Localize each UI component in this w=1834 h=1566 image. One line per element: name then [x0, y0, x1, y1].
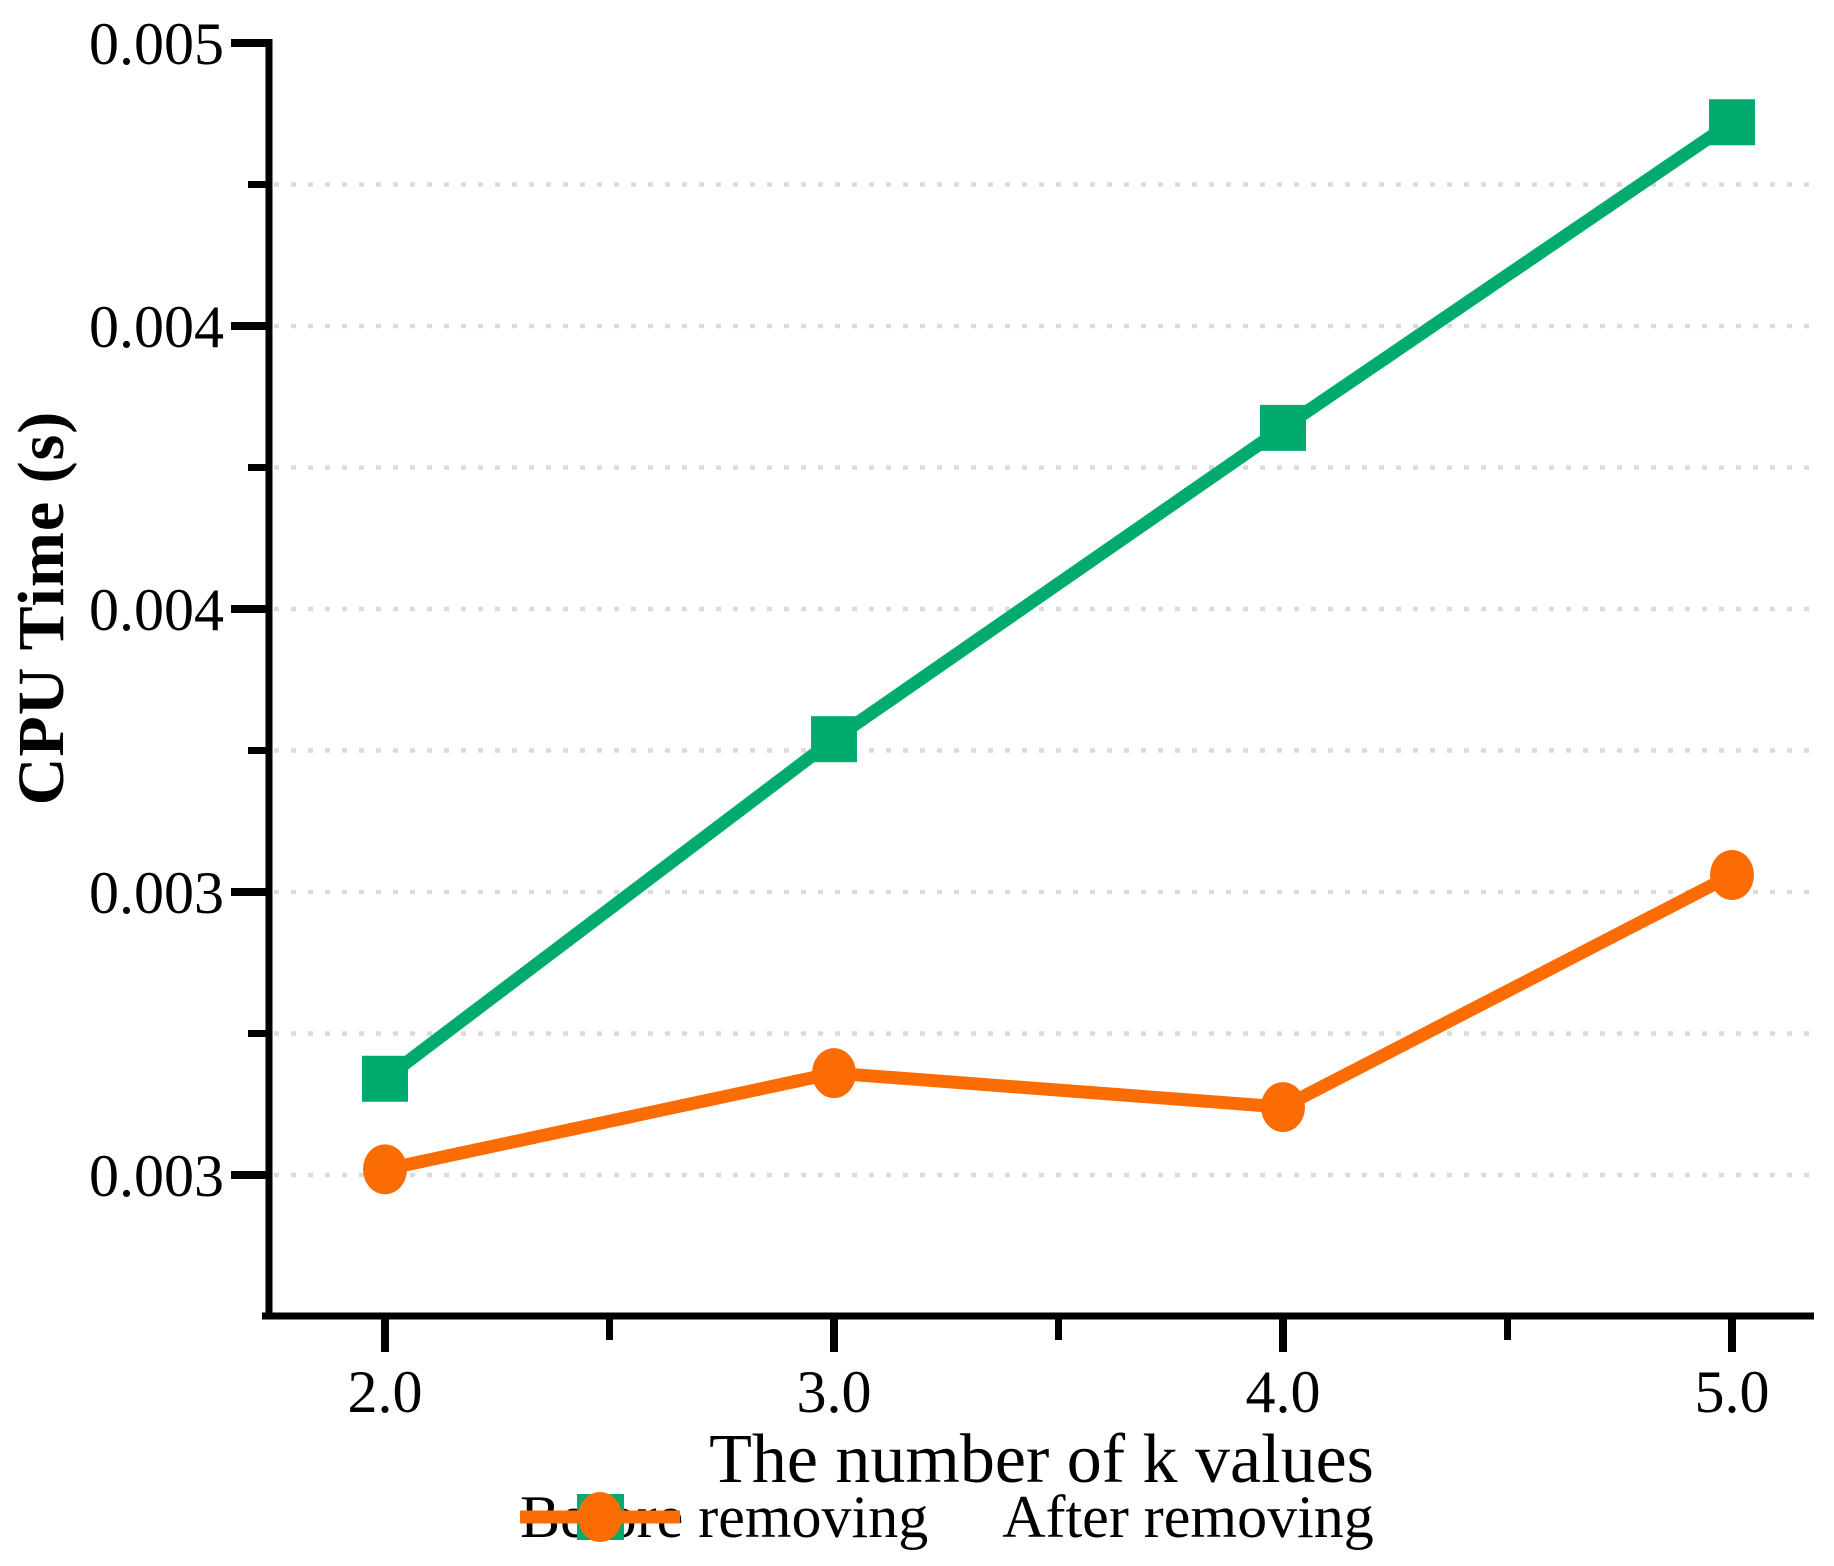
- marker-after-removing: [363, 1144, 407, 1195]
- marker-after-removing: [1710, 850, 1754, 901]
- legend-label-after-removing: After removing: [1002, 1483, 1374, 1550]
- legend-circle-marker-icon: [520, 1492, 680, 1542]
- legend-item-after-removing: After removing: [520, 1483, 1374, 1552]
- y-axis-title: CPU Time (s): [5, 410, 78, 806]
- x-axis-title: The number of k values: [709, 1421, 1374, 1498]
- x-tick-label: 4.0: [1246, 1359, 1321, 1425]
- marker-before-removing: [811, 716, 857, 763]
- x-tick-label: 2.0: [348, 1359, 423, 1425]
- y-tick-label: 0.004: [89, 294, 224, 360]
- legend: Before removing After removing: [520, 1482, 1374, 1552]
- legend-circle-after: [578, 1492, 622, 1542]
- marker-before-removing: [1260, 404, 1306, 451]
- marker-after-removing: [1261, 1082, 1305, 1133]
- series-line-before-removing: [381, 116, 1736, 1084]
- marker-before-removing: [1709, 99, 1755, 146]
- y-tick-label: 0.003: [89, 860, 224, 926]
- x-tick-label: 3.0: [797, 1359, 872, 1425]
- y-tick-label: 0.003: [89, 1143, 224, 1209]
- marker-after-removing: [812, 1048, 856, 1099]
- series-line-after-removing: [383, 869, 1735, 1176]
- marker-before-removing: [362, 1055, 408, 1102]
- y-tick-label: 0.004: [89, 577, 224, 643]
- x-tick-label: 5.0: [1695, 1359, 1770, 1425]
- y-tick-label: 0.005: [89, 11, 224, 77]
